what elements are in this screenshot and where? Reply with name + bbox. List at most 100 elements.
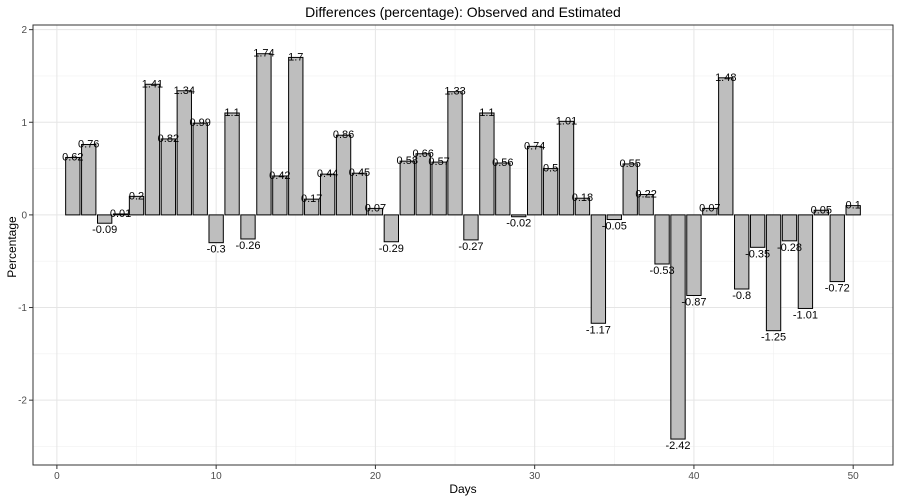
- bar: [527, 145, 543, 216]
- x-tick-label: 50: [848, 471, 860, 482]
- bar-value-label: -0.3: [207, 244, 226, 256]
- bar: [670, 214, 686, 440]
- bar: [447, 91, 463, 216]
- x-tick-label: 30: [529, 471, 541, 482]
- bar: [718, 77, 734, 216]
- bar-value-label: 0.56: [492, 157, 513, 169]
- bar-value-label: -1.25: [761, 332, 786, 344]
- bar: [319, 173, 336, 216]
- bar: [208, 214, 224, 244]
- bar-value-label: 0.76: [78, 138, 99, 150]
- bar-value-label: -0.87: [681, 296, 706, 308]
- bar: [256, 53, 272, 216]
- bar: [797, 214, 814, 309]
- bar: [97, 214, 113, 224]
- bar-value-label: 0.66: [412, 148, 433, 160]
- bar-value-label: 0.07: [365, 202, 386, 214]
- y-tick-label: 1: [21, 118, 27, 129]
- bar-value-label: 0.2: [129, 190, 144, 202]
- x-axis-ticks: 0 10 20 30 40 50: [54, 465, 859, 482]
- y-axis-ticks: -2 -1 0 1 2: [18, 25, 33, 407]
- bar-value-label: 0.18: [572, 192, 593, 204]
- bar: [272, 175, 288, 216]
- bar-value-label: 1.41: [142, 78, 163, 90]
- bar: [495, 162, 511, 216]
- bar-value-label: -0.09: [92, 224, 117, 236]
- bar-value-label: 0.05: [811, 204, 832, 216]
- bar: [81, 143, 97, 216]
- bar-value-label: 0.07: [699, 202, 720, 214]
- bar: [765, 214, 782, 332]
- bar: [638, 194, 654, 216]
- bar-value-label: -0.02: [506, 218, 531, 230]
- bar-value-label: 0.22: [635, 189, 656, 201]
- bar: [479, 112, 495, 216]
- bar: [335, 134, 352, 216]
- bar: [399, 160, 415, 216]
- bar: [367, 207, 384, 216]
- bar-value-label: -0.35: [745, 248, 770, 260]
- bar: [383, 214, 399, 243]
- bar-value-label: 1.33: [444, 86, 465, 98]
- bar: [415, 153, 431, 216]
- bar-value-label: 0.57: [428, 156, 449, 168]
- bar: [351, 172, 368, 216]
- bar-value-label: 0.17: [301, 193, 322, 205]
- y-tick-label: 0: [21, 210, 27, 221]
- bar-value-label: 1.34: [174, 85, 195, 97]
- bar: [686, 214, 702, 296]
- bar: [112, 213, 129, 216]
- bar-value-label: 1.48: [715, 72, 736, 84]
- x-tick-label: 10: [211, 471, 223, 482]
- bar: [128, 195, 145, 216]
- bar: [304, 198, 320, 216]
- bar: [781, 214, 798, 242]
- bar: [845, 205, 861, 216]
- bar-value-label: 0.99: [190, 117, 211, 129]
- bar: [622, 163, 638, 216]
- bar: [542, 168, 559, 216]
- bar-value-label: 1.74: [253, 48, 274, 60]
- bar-value-label: 1.7: [288, 51, 303, 63]
- bar: [176, 90, 192, 216]
- bar-value-label: -0.26: [235, 240, 260, 252]
- bar: [192, 122, 208, 216]
- bar-value-label: 0.55: [620, 158, 641, 170]
- bar: [240, 214, 256, 240]
- bar: [734, 214, 750, 290]
- chart-title: Differences (percentage): Observed and E…: [305, 4, 621, 20]
- bar-value-label: -2.42: [665, 440, 690, 452]
- bar-value-label: -1.01: [793, 309, 818, 321]
- bar-value-label: 1.1: [479, 107, 494, 119]
- bar-labels: 0.620.76 -0.09 0.01 0.2 1.41 0.82 1.34 0.99 -0.3…: [62, 48, 861, 452]
- bar: [431, 161, 447, 216]
- bar: [144, 83, 161, 216]
- bar: [558, 120, 575, 216]
- bar-value-label: 0.1: [846, 200, 861, 212]
- y-tick-label: 2: [21, 25, 27, 36]
- bar: [702, 207, 718, 216]
- bar-value-label: 1.1: [224, 107, 239, 119]
- bar: [160, 138, 177, 216]
- bar: [606, 214, 622, 221]
- bar-value-label: 0.74: [524, 140, 545, 152]
- bar-value-label: 0.86: [333, 129, 354, 141]
- bar: [65, 156, 81, 216]
- bar: [574, 197, 591, 216]
- bar: [224, 112, 240, 216]
- bar-value-label: 0.01: [110, 208, 131, 220]
- x-axis-title: Days: [449, 482, 476, 496]
- bar-value-label: -1.17: [586, 324, 611, 336]
- y-axis-title: Percentage: [5, 216, 19, 278]
- bar-value-label: 0.82: [158, 133, 179, 145]
- bar: [511, 214, 527, 218]
- bar-value-label: 0.42: [269, 170, 290, 182]
- bar-value-label: 0.44: [317, 168, 338, 180]
- bar-value-label: 0.58: [397, 155, 418, 167]
- bar-value-label: -0.72: [825, 283, 850, 295]
- bar-value-label: -0.53: [650, 265, 675, 277]
- bar-value-label: -0.29: [379, 243, 404, 255]
- bar-value-label: 0.5: [543, 163, 558, 175]
